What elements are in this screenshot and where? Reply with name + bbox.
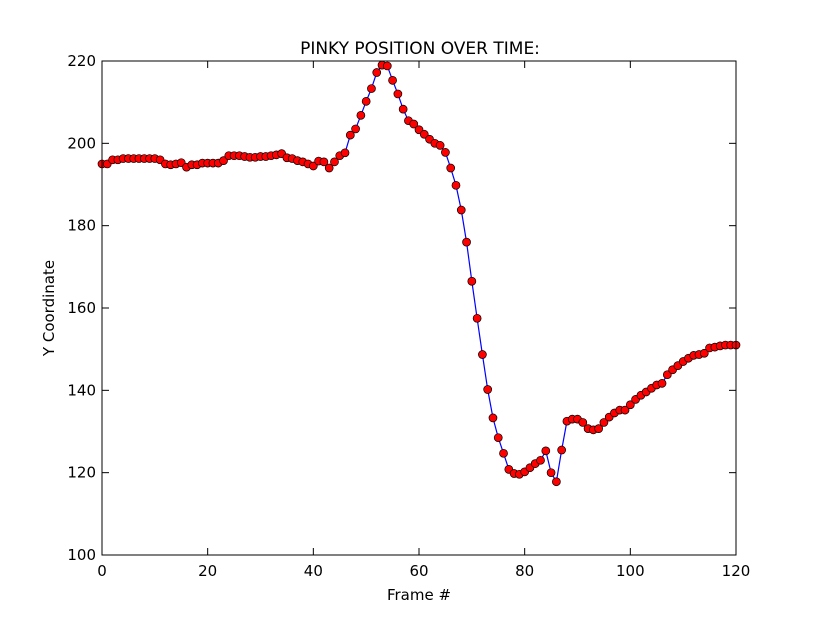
x-tick-label: 0 (97, 562, 107, 580)
x-tick-label: 60 (409, 562, 428, 580)
data-point (478, 350, 487, 359)
chart-title: PINKY POSITION OVER TIME: (300, 39, 540, 59)
data-point (340, 148, 350, 158)
y-tick-label: 140 (67, 381, 96, 399)
data-point (356, 110, 366, 120)
data-point (467, 276, 477, 286)
data-point (308, 161, 318, 171)
data-point (499, 448, 508, 458)
data-point (462, 237, 471, 247)
data-point (599, 418, 609, 427)
data-point (536, 455, 545, 465)
data-point (552, 477, 561, 487)
data-point (441, 148, 450, 157)
data-point (578, 418, 588, 427)
data-point (361, 96, 371, 106)
y-tick-label: 200 (67, 134, 96, 152)
data-point (319, 157, 329, 167)
data-point (409, 119, 419, 129)
data-point (446, 163, 456, 173)
x-tick-label: 80 (515, 562, 534, 580)
data-point (367, 84, 376, 93)
y-tick-label: 180 (67, 217, 96, 235)
data-point (488, 413, 498, 423)
y-tick-label: 100 (67, 546, 96, 564)
data-point (594, 424, 603, 433)
data-point (372, 68, 382, 77)
x-tick-label: 120 (722, 562, 751, 580)
data-point (398, 104, 408, 114)
data-point (546, 468, 556, 478)
x-axis-label: Frame # (387, 586, 451, 604)
plot-frame (101, 60, 737, 556)
series-layer (97, 60, 741, 487)
data-point (219, 156, 228, 165)
y-tick-label: 220 (67, 52, 96, 70)
data-point (435, 141, 445, 150)
data-point (419, 129, 429, 139)
x-tick-label: 40 (304, 562, 323, 580)
y-axis-label: Y Coordinate (40, 260, 58, 357)
x-tick-label: 20 (198, 562, 217, 580)
data-point (699, 348, 709, 358)
data-point (557, 445, 567, 455)
data-point (493, 433, 503, 443)
data-point (388, 75, 397, 85)
y-tick-label: 120 (67, 464, 96, 482)
y-tick-label: 160 (67, 299, 96, 317)
data-point (483, 385, 493, 394)
data-point (620, 405, 630, 415)
data-point (345, 130, 355, 140)
data-point (451, 180, 461, 190)
data-point (472, 313, 482, 323)
data-point (456, 205, 466, 215)
data-point (324, 163, 334, 173)
data-point (657, 378, 667, 388)
data-point (625, 400, 635, 410)
axes-layer: 0 20 40 60 80 100 120 100 120 140 160 180 200 220 (67, 52, 750, 580)
data-point (662, 370, 672, 380)
data-point (393, 89, 403, 99)
data-point (541, 446, 551, 456)
data-point (330, 157, 339, 167)
data-point (351, 124, 360, 134)
x-tick-label: 100 (616, 562, 645, 580)
data-point (382, 61, 392, 71)
